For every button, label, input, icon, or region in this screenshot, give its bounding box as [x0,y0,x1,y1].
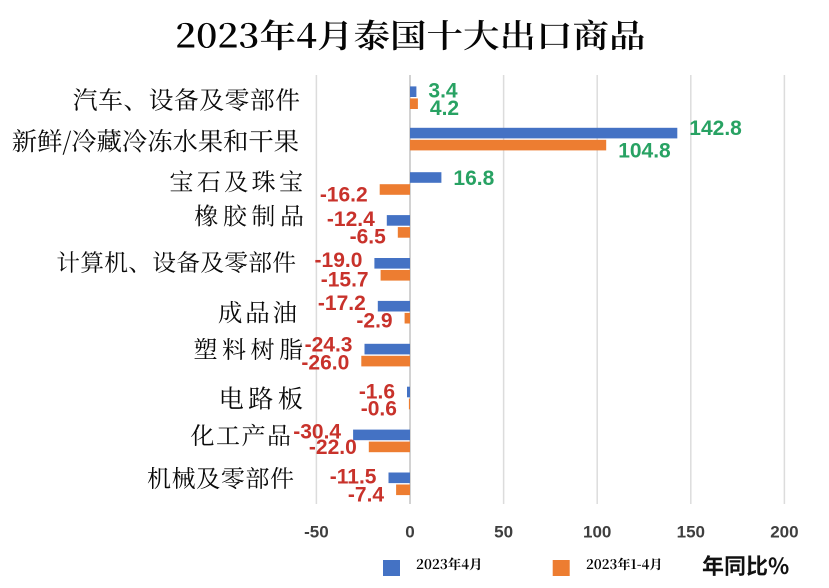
svg-text:50: 50 [494,523,513,542]
svg-text:104.8: 104.8 [618,139,671,162]
svg-text:-16.2: -16.2 [320,183,368,206]
svg-text:-15.7: -15.7 [321,269,369,292]
svg-text:-22.0: -22.0 [309,436,357,459]
svg-text:-50: -50 [304,523,329,542]
svg-text:4.2: 4.2 [430,97,459,120]
svg-text:150: 150 [677,523,705,542]
svg-text:-17.2: -17.2 [318,292,366,315]
svg-text:-2.9: -2.9 [356,309,392,332]
svg-text:-12.4: -12.4 [327,208,375,231]
svg-text:-19.0: -19.0 [315,249,363,272]
svg-text:0: 0 [405,523,414,542]
svg-text:142.8: 142.8 [689,117,742,140]
svg-text:-24.3: -24.3 [305,334,353,357]
svg-text:-6.5: -6.5 [350,225,387,248]
svg-text:16.8: 16.8 [453,167,494,190]
svg-text:-1.6: -1.6 [359,381,395,404]
svg-text:-26.0: -26.0 [301,352,349,375]
svg-text:200: 200 [770,523,798,542]
svg-text:-0.6: -0.6 [361,398,397,421]
svg-text:100: 100 [583,523,611,542]
svg-text:-11.5: -11.5 [330,466,377,489]
svg-text:-30.4: -30.4 [293,420,341,443]
svg-text:3.4: 3.4 [428,79,458,102]
svg-text:-7.4: -7.4 [348,483,385,506]
